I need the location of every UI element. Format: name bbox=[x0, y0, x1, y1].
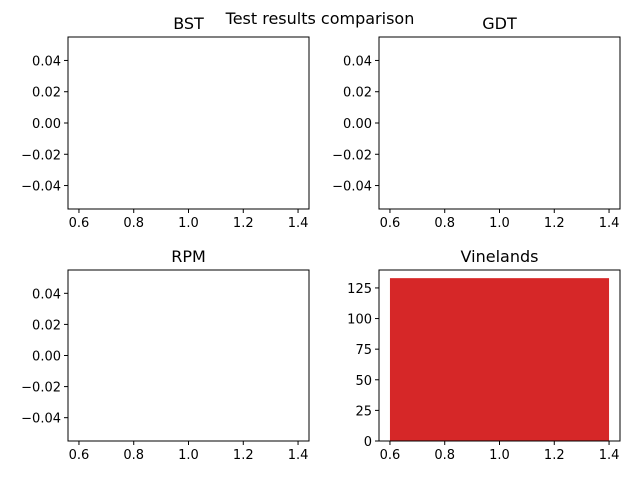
y-tick-label: 0.02 bbox=[343, 86, 372, 101]
subplot-title: RPM bbox=[171, 247, 206, 266]
subplot-4: 0.6 0.8 1.0 1.2 1.4 0 25 50 75 100 125 Vinelands bbox=[347, 247, 621, 463]
x-tick-label: 0.8 bbox=[434, 448, 455, 463]
x-tick-label: 1.4 bbox=[288, 448, 309, 463]
y-tick-label: 0.04 bbox=[32, 287, 61, 302]
x-tick-label: 1.2 bbox=[233, 448, 254, 463]
y-tick-label: 75 bbox=[355, 343, 372, 358]
y-tick-label: 0.02 bbox=[32, 86, 61, 101]
x-tick-label: 1.0 bbox=[178, 216, 199, 231]
axes-frame bbox=[378, 36, 621, 210]
x-tick-label: 1.2 bbox=[544, 448, 565, 463]
x-tick-label: 0.6 bbox=[69, 448, 90, 463]
y-tick-label: 25 bbox=[355, 404, 372, 419]
y-tick-label: 50 bbox=[355, 374, 372, 389]
y-tick-label: 0.04 bbox=[32, 54, 61, 69]
subplot-title: GDT bbox=[482, 14, 517, 33]
y-tick-label: 0.00 bbox=[32, 350, 61, 365]
figure-title: Test results comparison bbox=[225, 9, 415, 28]
x-tick-label: 1.4 bbox=[599, 448, 620, 463]
y-tick-label: 0.00 bbox=[343, 117, 372, 132]
x-tick-label: 0.6 bbox=[69, 216, 90, 231]
x-tick-label: 0.8 bbox=[434, 216, 455, 231]
x-tick-label: 1.2 bbox=[233, 216, 254, 231]
x-tick-label: 1.4 bbox=[288, 216, 309, 231]
y-tick-label: −0.02 bbox=[21, 381, 61, 396]
y-tick-label: 100 bbox=[347, 313, 372, 328]
x-tick-label: 1.2 bbox=[544, 216, 565, 231]
bar bbox=[389, 278, 610, 441]
subplot-2: 0.6 0.8 1.0 1.2 1.4 −0.04 −0.02 0.00 0.02 0.04 GDT bbox=[332, 14, 621, 231]
x-tick-label: 1.0 bbox=[178, 448, 199, 463]
y-tick-label: 0.00 bbox=[32, 117, 61, 132]
x-tick-label: 0.6 bbox=[380, 216, 401, 231]
y-tick-label: 0.04 bbox=[343, 54, 372, 69]
subplot-title: BST bbox=[173, 14, 204, 33]
x-tick-label: 1.0 bbox=[489, 448, 510, 463]
y-tick-label: −0.04 bbox=[21, 412, 61, 427]
axes-frame bbox=[67, 269, 310, 442]
subplot-title: Vinelands bbox=[461, 247, 539, 266]
x-tick-label: 0.8 bbox=[123, 216, 144, 231]
y-tick-label: −0.02 bbox=[21, 148, 61, 163]
x-tick-label: 1.4 bbox=[599, 216, 620, 231]
y-tick-label: −0.02 bbox=[332, 148, 372, 163]
y-tick-label: 0.02 bbox=[32, 318, 61, 333]
x-tick-label: 1.0 bbox=[489, 216, 510, 231]
y-tick-label: 0 bbox=[364, 435, 372, 450]
axes-frame bbox=[67, 36, 310, 210]
y-tick-label: −0.04 bbox=[21, 180, 61, 195]
x-tick-label: 0.8 bbox=[123, 448, 144, 463]
y-tick-label: −0.04 bbox=[332, 180, 372, 195]
subplot-1: 0.6 0.8 1.0 1.2 1.4 −0.04 −0.02 0.00 0.02 0.04 BST bbox=[21, 14, 310, 231]
y-tick-label: 125 bbox=[347, 282, 372, 297]
x-tick-label: 0.6 bbox=[380, 448, 401, 463]
subplot-3: 0.6 0.8 1.0 1.2 1.4 −0.04 −0.02 0.00 0.02 0.04 RPM bbox=[21, 247, 310, 463]
